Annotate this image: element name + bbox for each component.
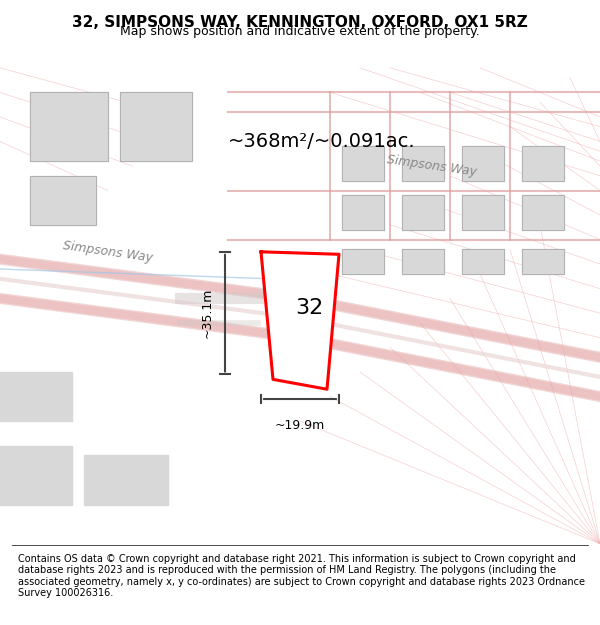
- Text: ~368m²/~0.091ac.: ~368m²/~0.091ac.: [228, 132, 416, 151]
- Polygon shape: [120, 92, 192, 161]
- Text: Map shows position and indicative extent of the property.: Map shows position and indicative extent…: [120, 25, 480, 38]
- Text: Contains OS data © Crown copyright and database right 2021. This information is : Contains OS data © Crown copyright and d…: [18, 554, 585, 598]
- Polygon shape: [462, 196, 504, 230]
- Polygon shape: [30, 176, 96, 225]
- Polygon shape: [402, 196, 444, 230]
- Polygon shape: [402, 146, 444, 181]
- Text: Simpsons Way: Simpsons Way: [62, 239, 154, 264]
- Polygon shape: [402, 249, 444, 274]
- Polygon shape: [30, 92, 108, 161]
- Polygon shape: [522, 249, 564, 274]
- Text: 32, SIMPSONS WAY, KENNINGTON, OXFORD, OX1 5RZ: 32, SIMPSONS WAY, KENNINGTON, OXFORD, OX…: [72, 15, 528, 30]
- Polygon shape: [0, 372, 72, 421]
- Polygon shape: [342, 146, 384, 181]
- Text: 32: 32: [295, 298, 323, 318]
- Polygon shape: [261, 252, 339, 389]
- Polygon shape: [522, 196, 564, 230]
- Polygon shape: [522, 146, 564, 181]
- Polygon shape: [0, 446, 72, 504]
- Text: ~35.1m: ~35.1m: [200, 288, 214, 338]
- Polygon shape: [462, 146, 504, 181]
- Polygon shape: [462, 249, 504, 274]
- Polygon shape: [342, 249, 384, 274]
- Text: Simpsons Way: Simpsons Way: [386, 153, 478, 179]
- Text: ~19.9m: ~19.9m: [275, 419, 325, 432]
- Polygon shape: [84, 456, 168, 504]
- Polygon shape: [342, 196, 384, 230]
